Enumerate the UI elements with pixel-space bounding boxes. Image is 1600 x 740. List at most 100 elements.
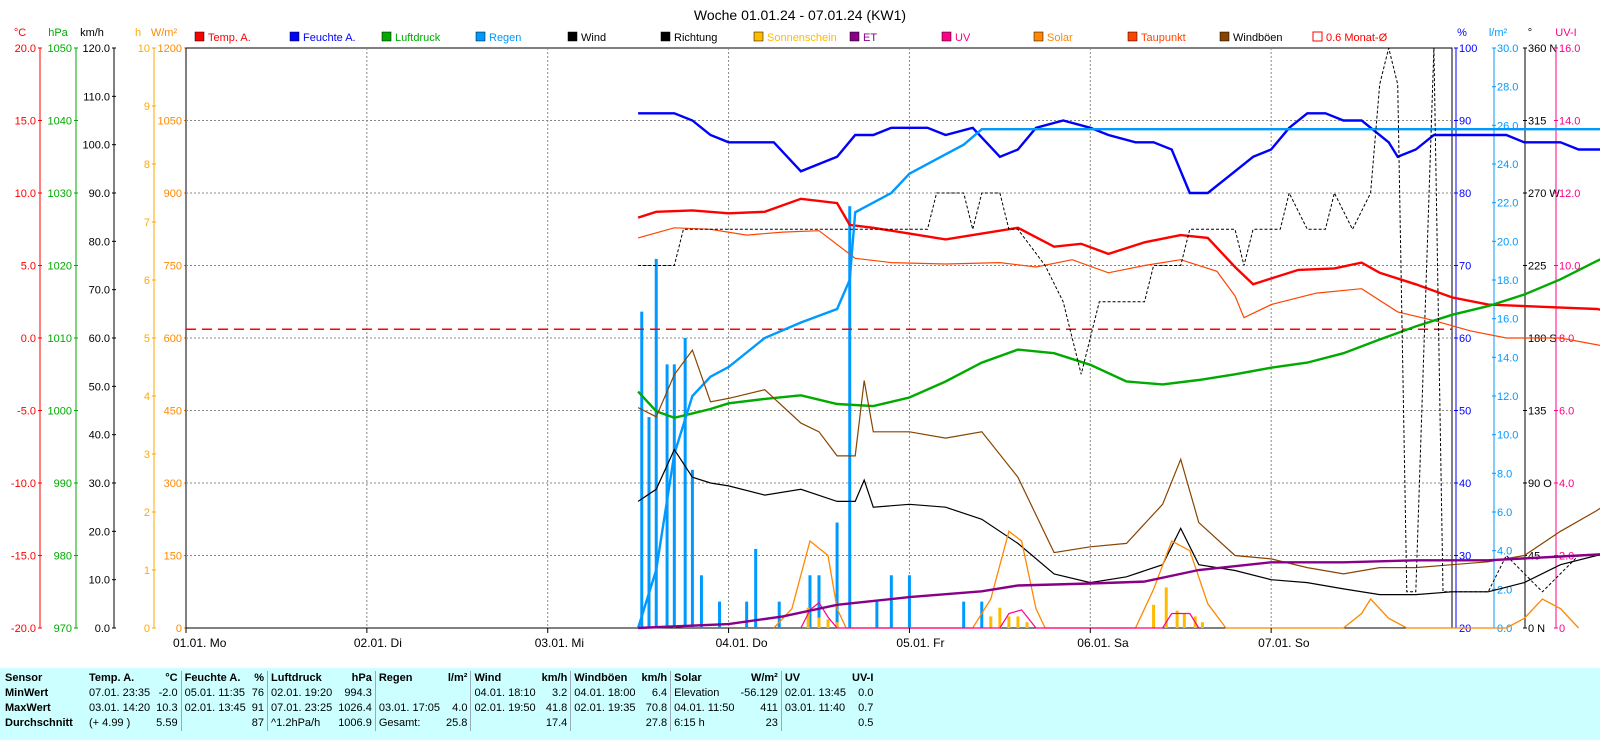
bar-regen-intervall- xyxy=(690,469,694,628)
left-axis-tick-label: 120.0 xyxy=(82,43,110,55)
stats-row-label: MinWert xyxy=(5,687,49,699)
left-axis-tick-label: 10.0 xyxy=(89,575,110,587)
bar-sonnenschein xyxy=(806,607,810,628)
right-axis-tick-label: 70 xyxy=(1459,261,1471,273)
stats-cell: -2.0 xyxy=(158,687,178,699)
right-axis-tick-label: 225 xyxy=(1528,261,1546,273)
stats-cell: 04.01. 18:10 xyxy=(470,686,539,701)
left-axis-tick-label: 0 xyxy=(176,623,182,635)
left-axis-tick-label: 90.0 xyxy=(89,188,110,200)
bar-regen-intervall- xyxy=(718,601,722,628)
legend-swatch xyxy=(1033,31,1044,42)
right-axis-tick-label: 20.0 xyxy=(1497,236,1518,248)
legend-swatch xyxy=(941,31,952,42)
right-axis-unit: % xyxy=(1457,27,1467,39)
left-axis-tick-label: 450 xyxy=(164,406,182,418)
legend-swatch xyxy=(1127,31,1138,42)
right-axis-tick-label: 10.0 xyxy=(1559,261,1580,273)
left-axis-tick-label: 1030 xyxy=(48,188,72,200)
left-axis-tick-label: 110.0 xyxy=(83,91,110,103)
x-tick-label: 06.01. Sa xyxy=(1077,636,1129,650)
stats-cell: 10.3 xyxy=(156,702,178,714)
bar-regen-intervall- xyxy=(647,417,651,628)
legend-label: 0.6 Monat-Ø xyxy=(1326,32,1388,44)
left-axis-tick-label: 5 xyxy=(144,333,150,345)
right-axis-tick-label: 14.0 xyxy=(1497,352,1518,364)
stats-cell xyxy=(470,716,539,731)
right-axis-tick-label: 16.0 xyxy=(1497,314,1518,326)
stats-cell: 03.01. 17:05 xyxy=(374,701,444,716)
right-axis-tick-label: 0 N xyxy=(1528,623,1545,635)
stats-cell xyxy=(570,716,639,731)
stats-cell: 17.4 xyxy=(545,717,568,729)
right-axis-tick-label: 12.0 xyxy=(1497,391,1518,403)
stats-header: Temp. A. xyxy=(89,672,135,684)
series-luftdruck xyxy=(637,258,1600,420)
right-axis-tick-label: 24.0 xyxy=(1497,159,1518,171)
right-axis-tick-label: 80 xyxy=(1459,188,1471,200)
legend-swatch xyxy=(567,31,578,42)
stats-row-label: Durchschnitt xyxy=(5,717,73,729)
legend-swatch xyxy=(1219,31,1230,42)
series-regen xyxy=(636,127,1600,629)
stats-cell: 87 xyxy=(251,717,265,729)
stats-cell: 5.59 xyxy=(156,717,178,729)
right-axis-tick-label: 45 xyxy=(1528,551,1540,563)
stats-header-row: Sensor Temp. A. °C Feuchte A. % Luftdruc… xyxy=(2,671,876,686)
stats-cell: 6:15 h xyxy=(670,716,738,731)
stats-cell: 02.01. 19:20 xyxy=(267,686,336,701)
left-axis-tick-label: 750 xyxy=(164,261,182,273)
left-axis-tick-label: 2 xyxy=(144,507,150,519)
bar-sonnenschein xyxy=(1016,616,1020,628)
series-solar xyxy=(773,530,1580,629)
bar-regen-intervall- xyxy=(640,311,644,628)
stats-cell: 03.01. 11:40 xyxy=(780,701,849,716)
legend-swatch xyxy=(753,31,764,42)
bar-sonnenschein xyxy=(1152,604,1156,628)
stats-cell: 1026.4 xyxy=(338,702,372,714)
left-axis-tick-label: 970 xyxy=(54,623,72,635)
stats-header: W/m² xyxy=(750,672,778,684)
stats-header: km/h xyxy=(641,672,668,684)
bar-sonnenschein xyxy=(835,622,839,628)
legend-label: Taupunkt xyxy=(1141,32,1186,44)
legend: Temp. A. Feuchte A. Luftdruck Regen Wind Rich… xyxy=(194,31,1388,44)
legend-label: Luftdruck xyxy=(395,32,441,44)
left-axis-tick-label: 10.0 xyxy=(15,188,36,200)
stats-cell: 1006.9 xyxy=(338,717,372,729)
stats-table: Sensor Temp. A. °C Feuchte A. % Luftdruc… xyxy=(2,671,876,731)
series-feuchte-a- xyxy=(638,112,1600,195)
right-axis-tick-label: 6.0 xyxy=(1497,507,1512,519)
stats-cell: 02.01. 13:45 xyxy=(780,686,849,701)
right-axis-tick-label: 30.0 xyxy=(1497,43,1518,55)
bar-regen-intervall- xyxy=(777,601,781,628)
stats-row-label: MaxWert xyxy=(5,702,51,714)
left-axis-unit: km/h xyxy=(80,27,104,39)
right-axis-tick-label: 4.0 xyxy=(1497,546,1512,558)
bar-regen-intervall- xyxy=(683,338,687,628)
x-tick-label: 04.01. Do xyxy=(716,636,768,650)
bar-sonnenschein xyxy=(1025,622,1029,628)
left-axis-tick-label: 1040 xyxy=(48,116,72,128)
stats-cell: 0.7 xyxy=(858,702,874,714)
series-temp-a- xyxy=(637,197,1600,311)
left-axis-tick-label: 1010 xyxy=(48,333,72,345)
stats-cell: 27.8 xyxy=(645,717,668,729)
plot-area xyxy=(185,47,1600,630)
left-axis-tick-label: 1050 xyxy=(158,116,182,128)
stats-header: Wind xyxy=(470,671,539,686)
stats-cell: 25.8 xyxy=(446,717,468,729)
stats-cell: 03.01. 14:20 xyxy=(89,702,151,714)
left-axis-tick-label: 0.0 xyxy=(95,623,110,635)
left-axis-tick-label: 10 xyxy=(138,43,150,55)
x-tick-label: 07.01. So xyxy=(1258,636,1310,650)
stats-cell xyxy=(443,686,471,701)
left-axis-tick-label: 50.0 xyxy=(89,381,110,393)
left-axis-tick-label: 600 xyxy=(164,333,182,345)
bar-sonnenschein xyxy=(1200,622,1204,628)
stats-cell: 07.01. 23:35 xyxy=(89,687,151,699)
stats-header: UV xyxy=(780,671,849,686)
left-axis-tick-label: 100.0 xyxy=(82,140,110,152)
right-axis-tick-label: 90 xyxy=(1459,116,1471,128)
left-axis-tick-label: 5.0 xyxy=(21,261,36,273)
